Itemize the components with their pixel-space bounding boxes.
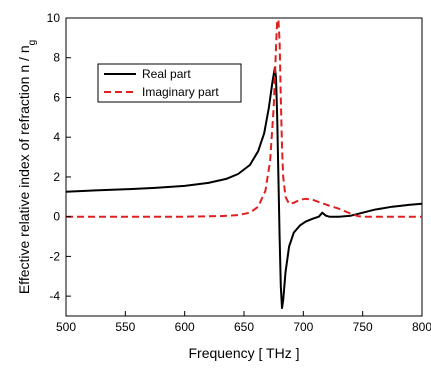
x-tick-label: 550 xyxy=(115,320,135,334)
legend-box xyxy=(97,63,242,103)
plot-frame xyxy=(65,17,423,317)
y-tick-label: 0 xyxy=(53,210,60,224)
x-tick-label: 500 xyxy=(56,320,76,334)
x-tick-label: 750 xyxy=(353,320,373,334)
y-tick-label: -4 xyxy=(49,289,60,303)
y-axis-title-main: Effective relative index of refraction n… xyxy=(16,45,32,294)
y-tick-label: 6 xyxy=(53,90,60,104)
legend-label-imaginary: Imaginary part xyxy=(142,85,219,99)
x-axis: 500 550 600 650 700 750 800 xyxy=(56,311,431,334)
x-tick-label: 800 xyxy=(412,320,431,334)
series-layer xyxy=(65,19,423,310)
y-tick-label: 4 xyxy=(53,130,60,144)
y-axis: -4 -2 0 2 4 6 8 10 xyxy=(47,11,71,303)
legend: Real part Imaginary part xyxy=(97,63,242,103)
y-tick-label: 10 xyxy=(47,11,61,25)
x-tick-label: 700 xyxy=(293,320,313,334)
y-axis-title: Effective relative index of refraction n… xyxy=(16,40,38,294)
series-line-real xyxy=(65,66,423,310)
x-tick-label: 650 xyxy=(234,320,254,334)
x-tick-label: 600 xyxy=(175,320,195,334)
y-axis-title-subscript: g xyxy=(27,40,38,46)
y-tick-label: -2 xyxy=(49,249,60,263)
y-tick-label: 2 xyxy=(53,170,60,184)
x-axis-title: Frequency [ THz ] xyxy=(188,345,299,361)
series-line-imaginary xyxy=(66,19,422,218)
legend-label-real: Real part xyxy=(142,67,191,81)
y-tick-label: 8 xyxy=(53,51,60,65)
